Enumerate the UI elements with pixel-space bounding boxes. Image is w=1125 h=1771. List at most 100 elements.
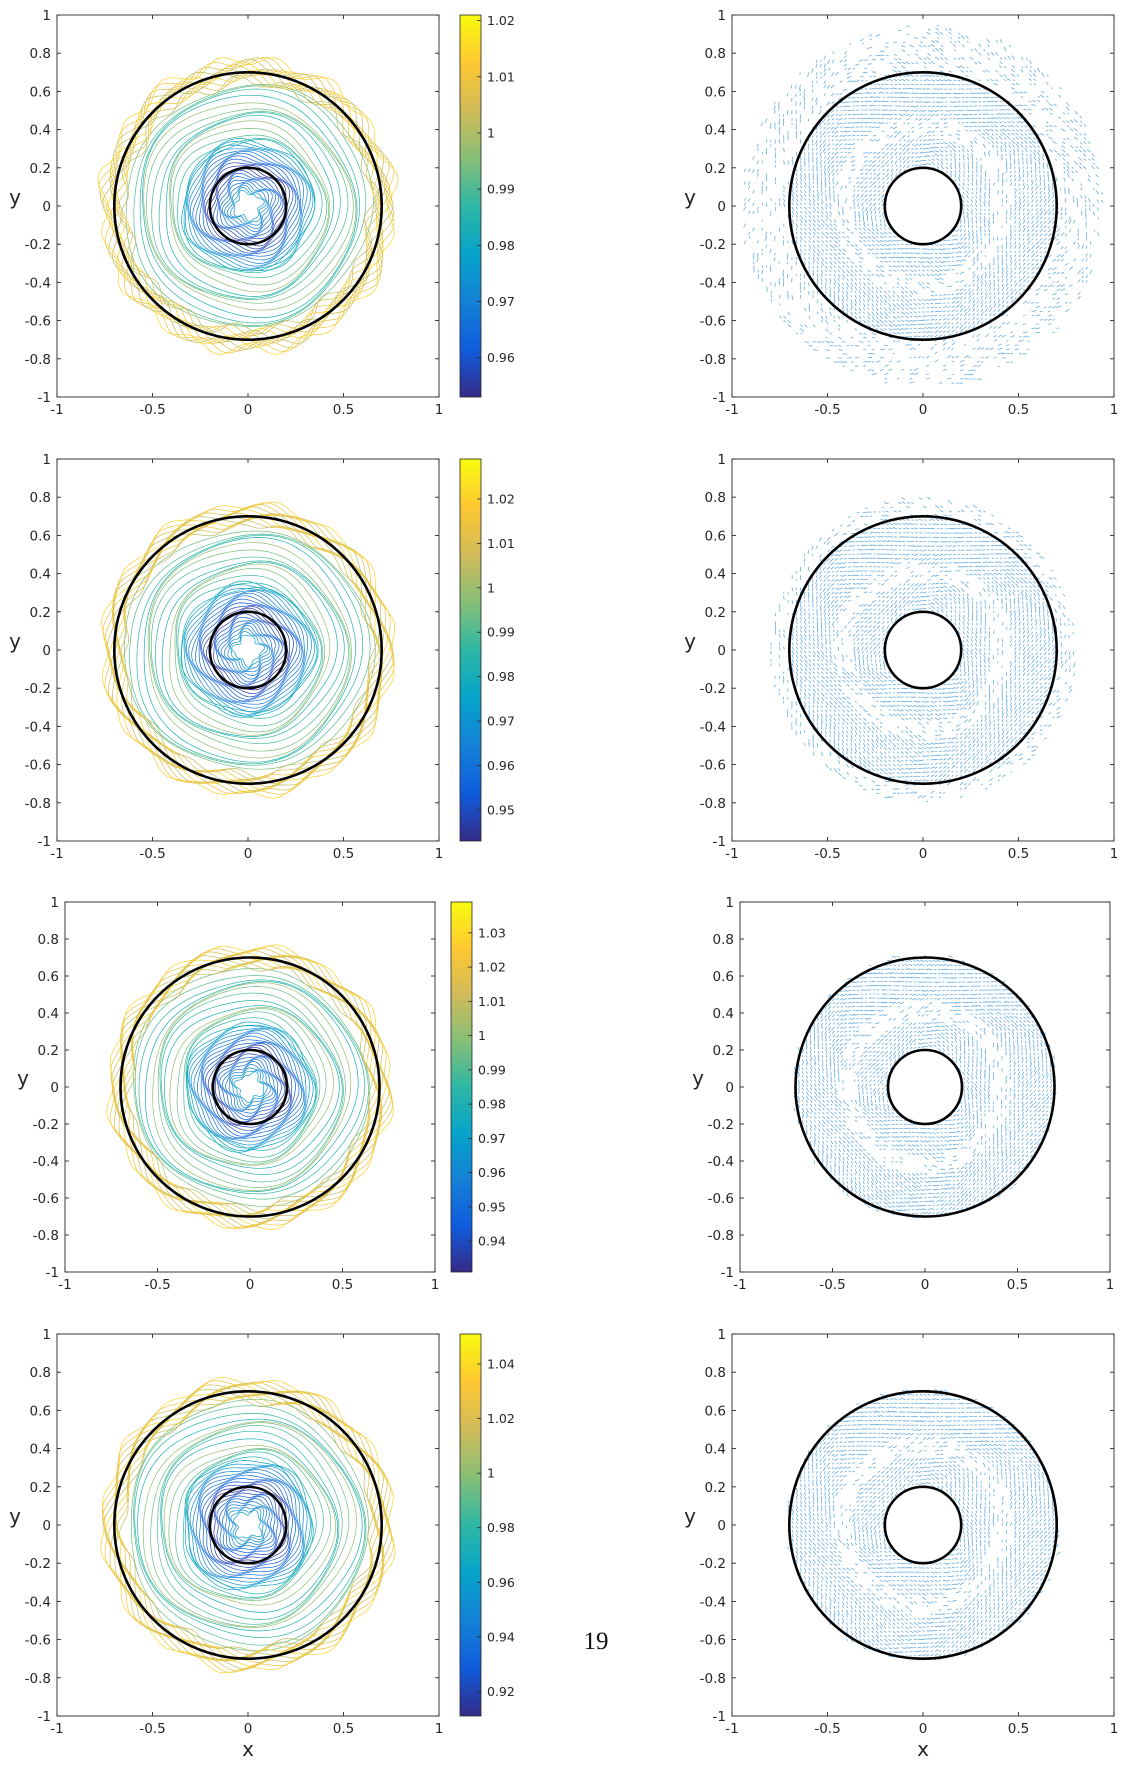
x-tick-label: 1 [435, 402, 444, 418]
contour-level [231, 1070, 268, 1106]
y-tick-label: 1 [717, 8, 726, 24]
x-tick-label: 0 [919, 402, 928, 418]
contour-level [183, 584, 316, 717]
y-tick-label: 0.4 [705, 123, 726, 139]
y-tick-label: -0.8 [25, 352, 51, 368]
y-tick-label: -0.2 [700, 237, 726, 253]
contour-level [138, 979, 366, 1195]
contour-level [142, 1421, 357, 1628]
contour-level [106, 944, 394, 1230]
x-tick-label: 0 [246, 1277, 255, 1293]
y-tick-label: 0.6 [705, 528, 726, 544]
y-tick-label: 0.8 [705, 490, 726, 506]
colorbar-tick-label: 0.99 [487, 182, 515, 197]
contour-level [188, 148, 308, 267]
x-tick-label: 1 [1110, 846, 1119, 862]
contour-level [191, 592, 304, 705]
contour-level [181, 138, 316, 272]
y-axis-label: y [9, 185, 21, 209]
outer-boundary-circle [787, 514, 1058, 785]
contour-level [160, 1430, 340, 1620]
contour-level [119, 75, 380, 335]
contour-level [170, 128, 330, 286]
contour-level [195, 595, 303, 703]
plot-area [732, 459, 1114, 841]
contour-level [190, 149, 304, 264]
contour-level [222, 1498, 275, 1551]
y-tick-label: -0.6 [700, 1633, 726, 1649]
contour-level [230, 1508, 264, 1542]
y-tick-label: -0.4 [25, 1594, 51, 1610]
contour-level [155, 560, 345, 739]
y-tick-label: -0.4 [700, 719, 726, 735]
contour-level [213, 613, 286, 687]
y-tick-label: -0.8 [25, 1671, 51, 1687]
y-tick-label: 0 [717, 1518, 726, 1534]
contour-level [123, 960, 379, 1217]
y-tick-label: -0.4 [25, 719, 51, 735]
y-tick-label: 0.8 [705, 46, 726, 62]
contour-level [222, 1058, 277, 1114]
contour-level [168, 1448, 332, 1601]
y-tick-label: -0.8 [708, 1228, 734, 1244]
contour-level [214, 1492, 282, 1559]
contour-level [201, 605, 294, 698]
contour-level [219, 1057, 279, 1118]
contour-level [163, 1445, 337, 1606]
inner-boundary-circle [886, 1048, 964, 1126]
y-tick-label: -0.4 [700, 275, 726, 291]
velocity-arrows [787, 1389, 1061, 1661]
contour-level [144, 980, 359, 1193]
contour-level [199, 155, 299, 255]
inner-boundary-circle [883, 166, 963, 246]
y-tick-label: 1 [725, 895, 734, 911]
contour-level [174, 567, 326, 733]
contour-level [192, 150, 302, 261]
y-tick-label: 0 [42, 1518, 51, 1534]
contour-level [201, 1039, 300, 1137]
contour-level [142, 94, 358, 318]
colorbar-tick-label: 0.98 [487, 1520, 515, 1535]
panel-row1-left: -1 -0.5 0 0.5 1 -1 -0.8 -0.6 -0.4 -0.2 0 0.2 0.4 0.6 0… [9, 8, 443, 418]
x-tick-label: -1 [725, 1721, 738, 1737]
contour-level [176, 1008, 327, 1165]
inner-boundary-circle [211, 1048, 289, 1126]
contour-level [226, 184, 269, 226]
panel-row3-left: -1 -0.5 0 0.5 1 -1 -0.8 -0.6 -0.4 -0.2 0 0.2 0.4 0.6 0… [17, 895, 439, 1293]
contour-level [146, 108, 354, 304]
y-tick-label: -0.6 [33, 1191, 59, 1207]
contour-level [225, 1061, 276, 1111]
y-tick-label: 0.4 [705, 1442, 726, 1458]
contour-level [199, 602, 298, 700]
colorbar-tick-label: 0.92 [487, 1684, 515, 1699]
contour-level [200, 1035, 303, 1139]
x-tick-label: 0.5 [332, 1277, 353, 1293]
y-tick-label: 0 [725, 1080, 734, 1096]
inner-boundary-circle [208, 166, 288, 246]
colorbar-tick-label: 0.96 [478, 1165, 506, 1180]
y-tick-label: 0.6 [38, 969, 59, 985]
y-tick-label: 0 [717, 199, 726, 215]
contour-level [216, 1053, 286, 1123]
y-tick-label: -0.6 [25, 314, 51, 330]
contour-level [220, 179, 277, 235]
y-tick-label: -1 [38, 834, 51, 850]
contour-level [100, 1376, 396, 1674]
y-tick-label: 0.2 [30, 161, 51, 177]
x-tick-label: -1 [58, 1277, 71, 1293]
contour-level [105, 1383, 388, 1667]
contour-level [214, 1049, 288, 1124]
contour-level [177, 138, 323, 274]
x-tick-label: 1 [435, 846, 444, 862]
contour-level [163, 1005, 340, 1169]
contour-level [218, 621, 276, 680]
y-tick-label: 0.2 [705, 1480, 726, 1496]
y-axis-label: y [9, 629, 21, 653]
colorbar-tick-label: 0.96 [487, 1575, 515, 1590]
contour-level [200, 1478, 297, 1574]
x-tick-label: 0.5 [333, 402, 354, 418]
y-tick-label: -0.4 [708, 1154, 734, 1170]
y-tick-label: 0.8 [30, 1365, 51, 1381]
colorbar-row3-left: 0.94 0.95 0.96 0.97 0.98 0.99 1 1.01 1.02 1.03 [450, 901, 506, 1273]
